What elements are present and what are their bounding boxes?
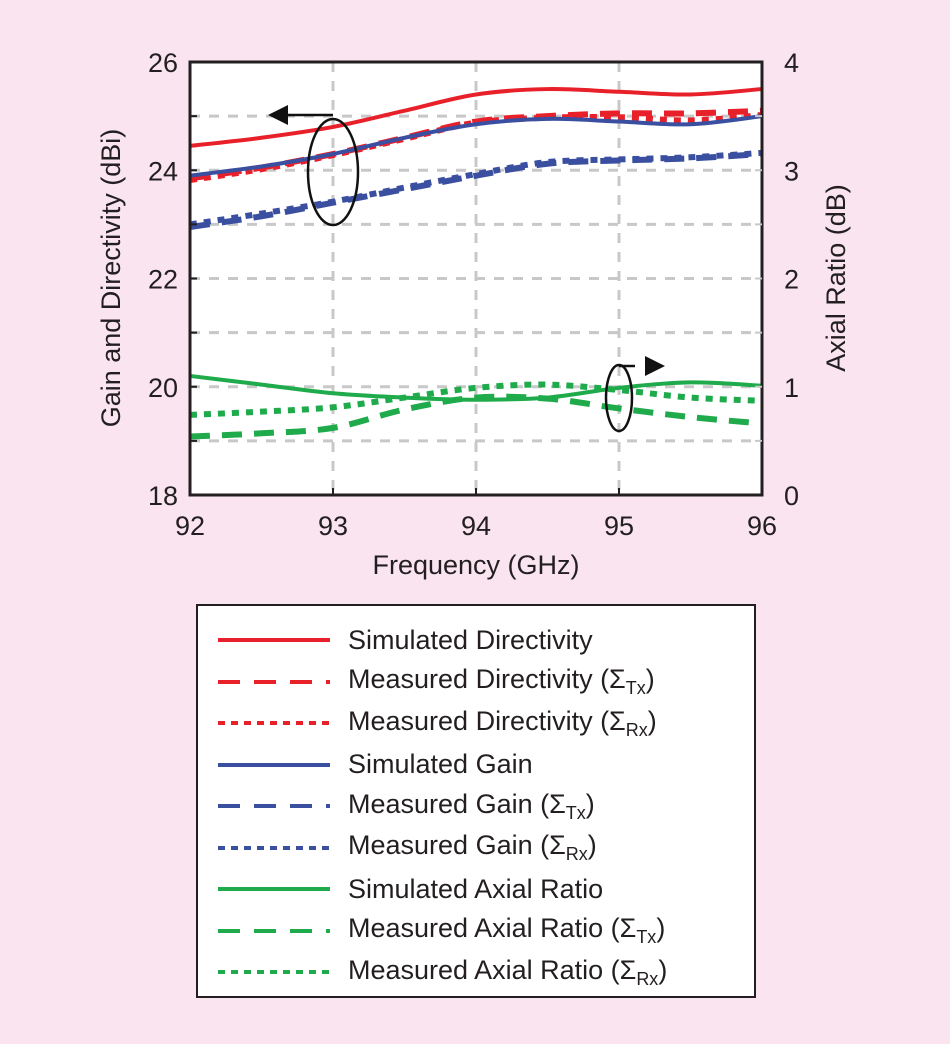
legend-swatch [218,721,330,725]
legend-label: Measured Directivity (ΣRx) [348,706,657,741]
y2-tick-label: 2 [784,265,799,295]
series-line-simulated-directivity [189,87,763,148]
x-tick-label: 92 [175,511,205,541]
legend-label-subscript: Tx [625,678,646,698]
legend-label: Measured Axial Ratio (ΣRx) [348,955,667,990]
legend-label-main: Simulated Directivity [348,624,593,655]
legend-label-main: Measured Directivity (Σ [348,664,626,694]
legend-swatch [218,887,330,891]
legend-label-main: Measured Gain (Σ [348,788,566,819]
legend-label-subscript: Tx [565,802,586,823]
legend-label: Measured Gain (ΣRx) [348,830,597,865]
legend-label: Measured Directivity (ΣTx) [348,664,655,699]
series-group [189,87,763,440]
legend-label: Simulated Gain [348,749,533,780]
x-tick-label: 96 [747,511,777,541]
series-line-measured-axial-ratio-rx [189,381,763,418]
legend-label-main: Measured Axial Ratio (Σ [348,954,637,985]
left-arrow-icon [268,105,288,125]
legend-entry: Simulated Gain [218,745,533,785]
y2-tick-label: 1 [784,373,799,403]
legend-entry: Simulated Directivity [218,620,593,660]
legend-swatch [218,845,330,850]
legend-entry: Measured Directivity (ΣRx) [218,703,657,743]
x-axis-title: Frequency (GHz) [372,550,579,580]
legend-swatch [218,679,330,684]
y2-tick-label: 4 [784,48,799,78]
y2-tick-label: 0 [784,481,799,511]
legend-swatch [218,638,330,642]
y2-axis-title: Axial Ratio (dB) [821,184,851,372]
legend-label-close: ) [585,788,595,819]
chart: 92 93 94 95 96 18 20 22 24 26 0 1 2 3 4 Frequency (G… [96,48,851,580]
legend-entry: Measured Gain (ΣRx) [218,828,597,868]
legend-swatch [218,762,330,767]
legend-swatch [218,804,330,808]
legend-label-close: ) [587,830,597,860]
legend-label-close: ) [645,664,655,694]
legend-label: Simulated Directivity [348,625,593,656]
legend-label-subscript: Tx [636,927,657,947]
legend-label-main: Measured Gain (Σ [348,830,566,860]
legend-entry: Measured Gain (ΣTx) [218,786,595,826]
annotation-ellipse-left [306,117,360,227]
legend-label-close: ) [656,913,666,943]
legend-swatch [218,928,330,933]
legend-label-main: Simulated Axial Ratio [348,873,604,904]
legend-label-subscript: Rx [636,968,659,989]
legend-swatch [218,970,330,974]
x-tick-label: 93 [318,511,348,541]
y-tick-label: 20 [148,373,178,403]
x-tick-label: 94 [461,511,491,541]
legend-entry: Measured Directivity (ΣTx) [218,662,655,702]
legend-label-subscript: Rx [565,844,588,864]
legend: Simulated Directivity Measured Directivit… [196,604,756,998]
right-arrow-icon [645,356,665,376]
legend-label-main: Measured Directivity (Σ [348,705,626,736]
y-tick-label: 18 [148,481,178,511]
annotations [268,105,665,433]
y-tick-label: 22 [148,265,178,295]
legend-label-close: ) [658,954,668,985]
legend-label: Measured Axial Ratio (ΣTx) [348,913,665,948]
series-line-measured-gain-tx [189,151,763,231]
y-tick-label: 26 [148,48,178,78]
ticks [189,115,763,495]
y2-tick-label: 3 [784,156,799,186]
series-line-measured-axial-ratio-tx [189,393,763,440]
legend-entry: Measured Axial Ratio (ΣRx) [218,952,667,992]
legend-label-subscript: Rx [625,719,648,740]
x-tick-label: 95 [604,511,634,541]
x-tick-labels: 92 93 94 95 96 [175,511,777,541]
legend-entry: Measured Axial Ratio (ΣTx) [218,911,665,951]
legend-label: Measured Gain (ΣTx) [348,789,595,824]
y2-tick-labels: 0 1 2 3 4 [784,48,799,511]
legend-label: Simulated Axial Ratio [348,874,603,905]
series-line-simulated-gain [189,114,763,178]
y-tick-label: 24 [148,156,178,186]
legend-label-main: Simulated Gain [348,749,533,779]
legend-label-close: ) [647,705,657,736]
series-line-measured-directivity-tx [189,107,763,182]
legend-label-main: Measured Axial Ratio (Σ [348,913,637,943]
y-axis-title: Gain and Directivity (dBi) [96,129,126,428]
legend-entry: Simulated Axial Ratio [218,869,603,909]
y-tick-labels: 18 20 22 24 26 [148,48,178,511]
